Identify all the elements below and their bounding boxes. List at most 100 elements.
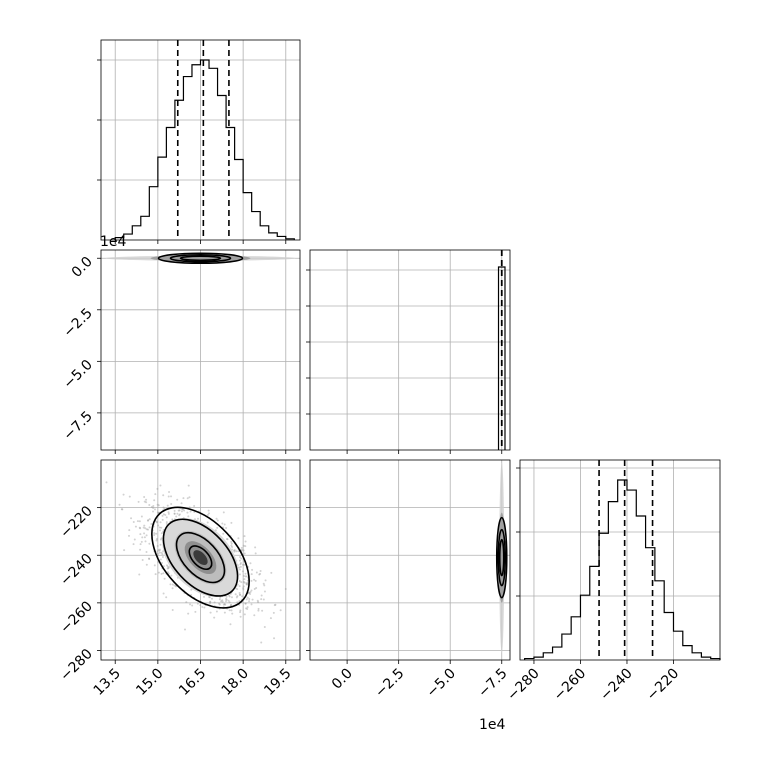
scatter-point: [154, 493, 157, 496]
y-tick-label: −5.0: [60, 357, 95, 392]
scatter-point: [221, 599, 224, 602]
scatter-point: [254, 579, 257, 582]
scatter-point: [244, 575, 247, 578]
scatter-point: [224, 597, 227, 600]
scatter-point: [139, 527, 142, 530]
scatter-point: [235, 596, 238, 599]
panel-frame-p2-hist: [519, 459, 721, 661]
scatter-point: [228, 609, 231, 612]
scatter-point: [207, 509, 210, 512]
scatter-point: [242, 549, 245, 552]
scatter-point: [228, 601, 231, 604]
scatter-point: [182, 508, 185, 511]
scatter-point: [239, 555, 242, 558]
scatter-point: [105, 481, 108, 484]
scatter-point: [188, 506, 191, 509]
scatter-point: [230, 521, 233, 524]
scatter-point: [162, 565, 165, 568]
scatter-point: [246, 596, 249, 599]
scatter-point: [162, 513, 165, 516]
scatter-point: [181, 508, 184, 511]
scatter-point: [147, 519, 150, 522]
scatter-point: [122, 493, 125, 496]
scatter-point: [243, 578, 246, 581]
panel-frame-p1-p2: [309, 459, 511, 661]
scatter-point: [222, 603, 225, 606]
scatter-point: [239, 611, 242, 614]
scatter-point: [230, 604, 233, 607]
scatter-point: [148, 518, 151, 521]
scatter-point: [120, 508, 123, 511]
scatter-point: [208, 596, 211, 599]
scatter-point: [165, 522, 168, 525]
scatter-point: [175, 585, 178, 588]
scatter-point: [167, 512, 170, 515]
scatter-point: [159, 521, 162, 524]
scatter-point: [218, 602, 221, 605]
scatter-point: [166, 567, 169, 570]
scatter-point: [233, 549, 236, 552]
scatter-point: [170, 502, 173, 505]
scatter-point: [150, 506, 153, 509]
scatter-point: [224, 600, 227, 603]
scatter-point: [177, 509, 180, 512]
scatter-point: [234, 593, 237, 596]
scatter-point: [132, 543, 135, 546]
scatter-point: [165, 596, 168, 599]
scatter-point: [183, 509, 186, 512]
x-tick-label: 18.0: [219, 666, 252, 699]
scatter-point: [219, 596, 222, 599]
scatter-point: [171, 583, 174, 586]
scatter-point: [178, 509, 181, 512]
scatter-point: [187, 484, 190, 487]
scatter-point: [229, 623, 232, 626]
scatter-point: [186, 511, 189, 514]
scatter-point: [171, 518, 174, 521]
scatter-point: [236, 588, 239, 591]
scatter-point: [248, 598, 251, 601]
scatter-point: [180, 510, 183, 513]
scatter-point: [173, 584, 176, 587]
scatter-point: [140, 540, 143, 543]
x-tick-label: 15.0: [133, 666, 166, 699]
panel-p1-histogram: [306, 249, 511, 454]
scatter-point: [239, 609, 242, 612]
scatter-point: [218, 603, 221, 606]
scatter-point: [284, 588, 287, 591]
scatter-point: [175, 515, 178, 518]
scatter-point: [156, 550, 159, 553]
scatter-point: [244, 540, 247, 543]
scatter-point: [256, 599, 259, 602]
scatter-point: [228, 594, 231, 597]
scatter-point: [253, 614, 256, 617]
scatter-point: [249, 591, 252, 594]
scatter-point: [246, 582, 249, 585]
scatter-point: [220, 600, 223, 603]
x-tick-label: −240: [597, 666, 636, 705]
scatter-point: [139, 533, 142, 536]
scatter-point: [148, 557, 151, 560]
scatter-point: [241, 595, 244, 598]
scatter-point: [238, 600, 241, 603]
x-tick-label: −260: [551, 666, 590, 705]
scatter-point: [236, 595, 239, 598]
histogram-p1: [497, 266, 506, 450]
contour: [157, 252, 244, 265]
scatter-point: [166, 571, 169, 574]
scatter-point: [260, 641, 263, 644]
scatter-point: [236, 601, 239, 604]
scatter-point: [143, 500, 146, 503]
scatter-point: [230, 604, 233, 607]
scatter-point: [224, 603, 227, 606]
scatter-point: [246, 583, 249, 586]
scatter-point: [251, 598, 254, 601]
scatter-point: [245, 583, 248, 586]
y-tick-label: −260: [57, 598, 96, 637]
scatter-point: [188, 496, 191, 499]
scatter-point: [154, 573, 157, 576]
scatter-point: [250, 579, 253, 582]
contour: [162, 518, 239, 597]
scatter-point: [133, 538, 136, 541]
scatter-point: [170, 574, 173, 577]
